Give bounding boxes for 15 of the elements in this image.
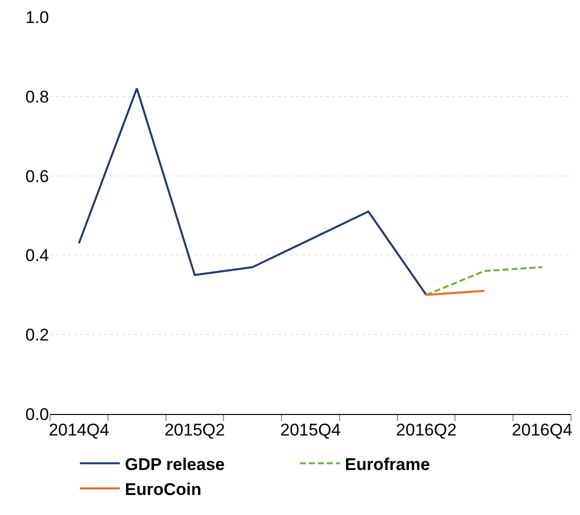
y-tick-label: 0.6 xyxy=(25,166,49,186)
y-tick-label: 0.2 xyxy=(25,326,49,345)
legend-label: Euroframe xyxy=(344,454,430,474)
x-tick-label: 2014Q4 xyxy=(48,420,110,440)
y-tick-label: 0.8 xyxy=(25,87,49,106)
y-tick-label: 0.0 xyxy=(25,404,49,424)
x-tick-label: 2016Q4 xyxy=(512,420,572,440)
y-tick-label: 0.4 xyxy=(25,246,49,266)
y-tick-label: 1.0 xyxy=(25,8,49,27)
x-tick-label: 2016Q2 xyxy=(396,420,457,440)
x-tick-label: 2015Q2 xyxy=(164,420,225,440)
legend-label: EuroCoin xyxy=(124,480,202,500)
legend-label: GDP release xyxy=(124,454,225,474)
x-tick-label: 2015Q4 xyxy=(280,420,341,440)
line-series xyxy=(78,87,428,296)
